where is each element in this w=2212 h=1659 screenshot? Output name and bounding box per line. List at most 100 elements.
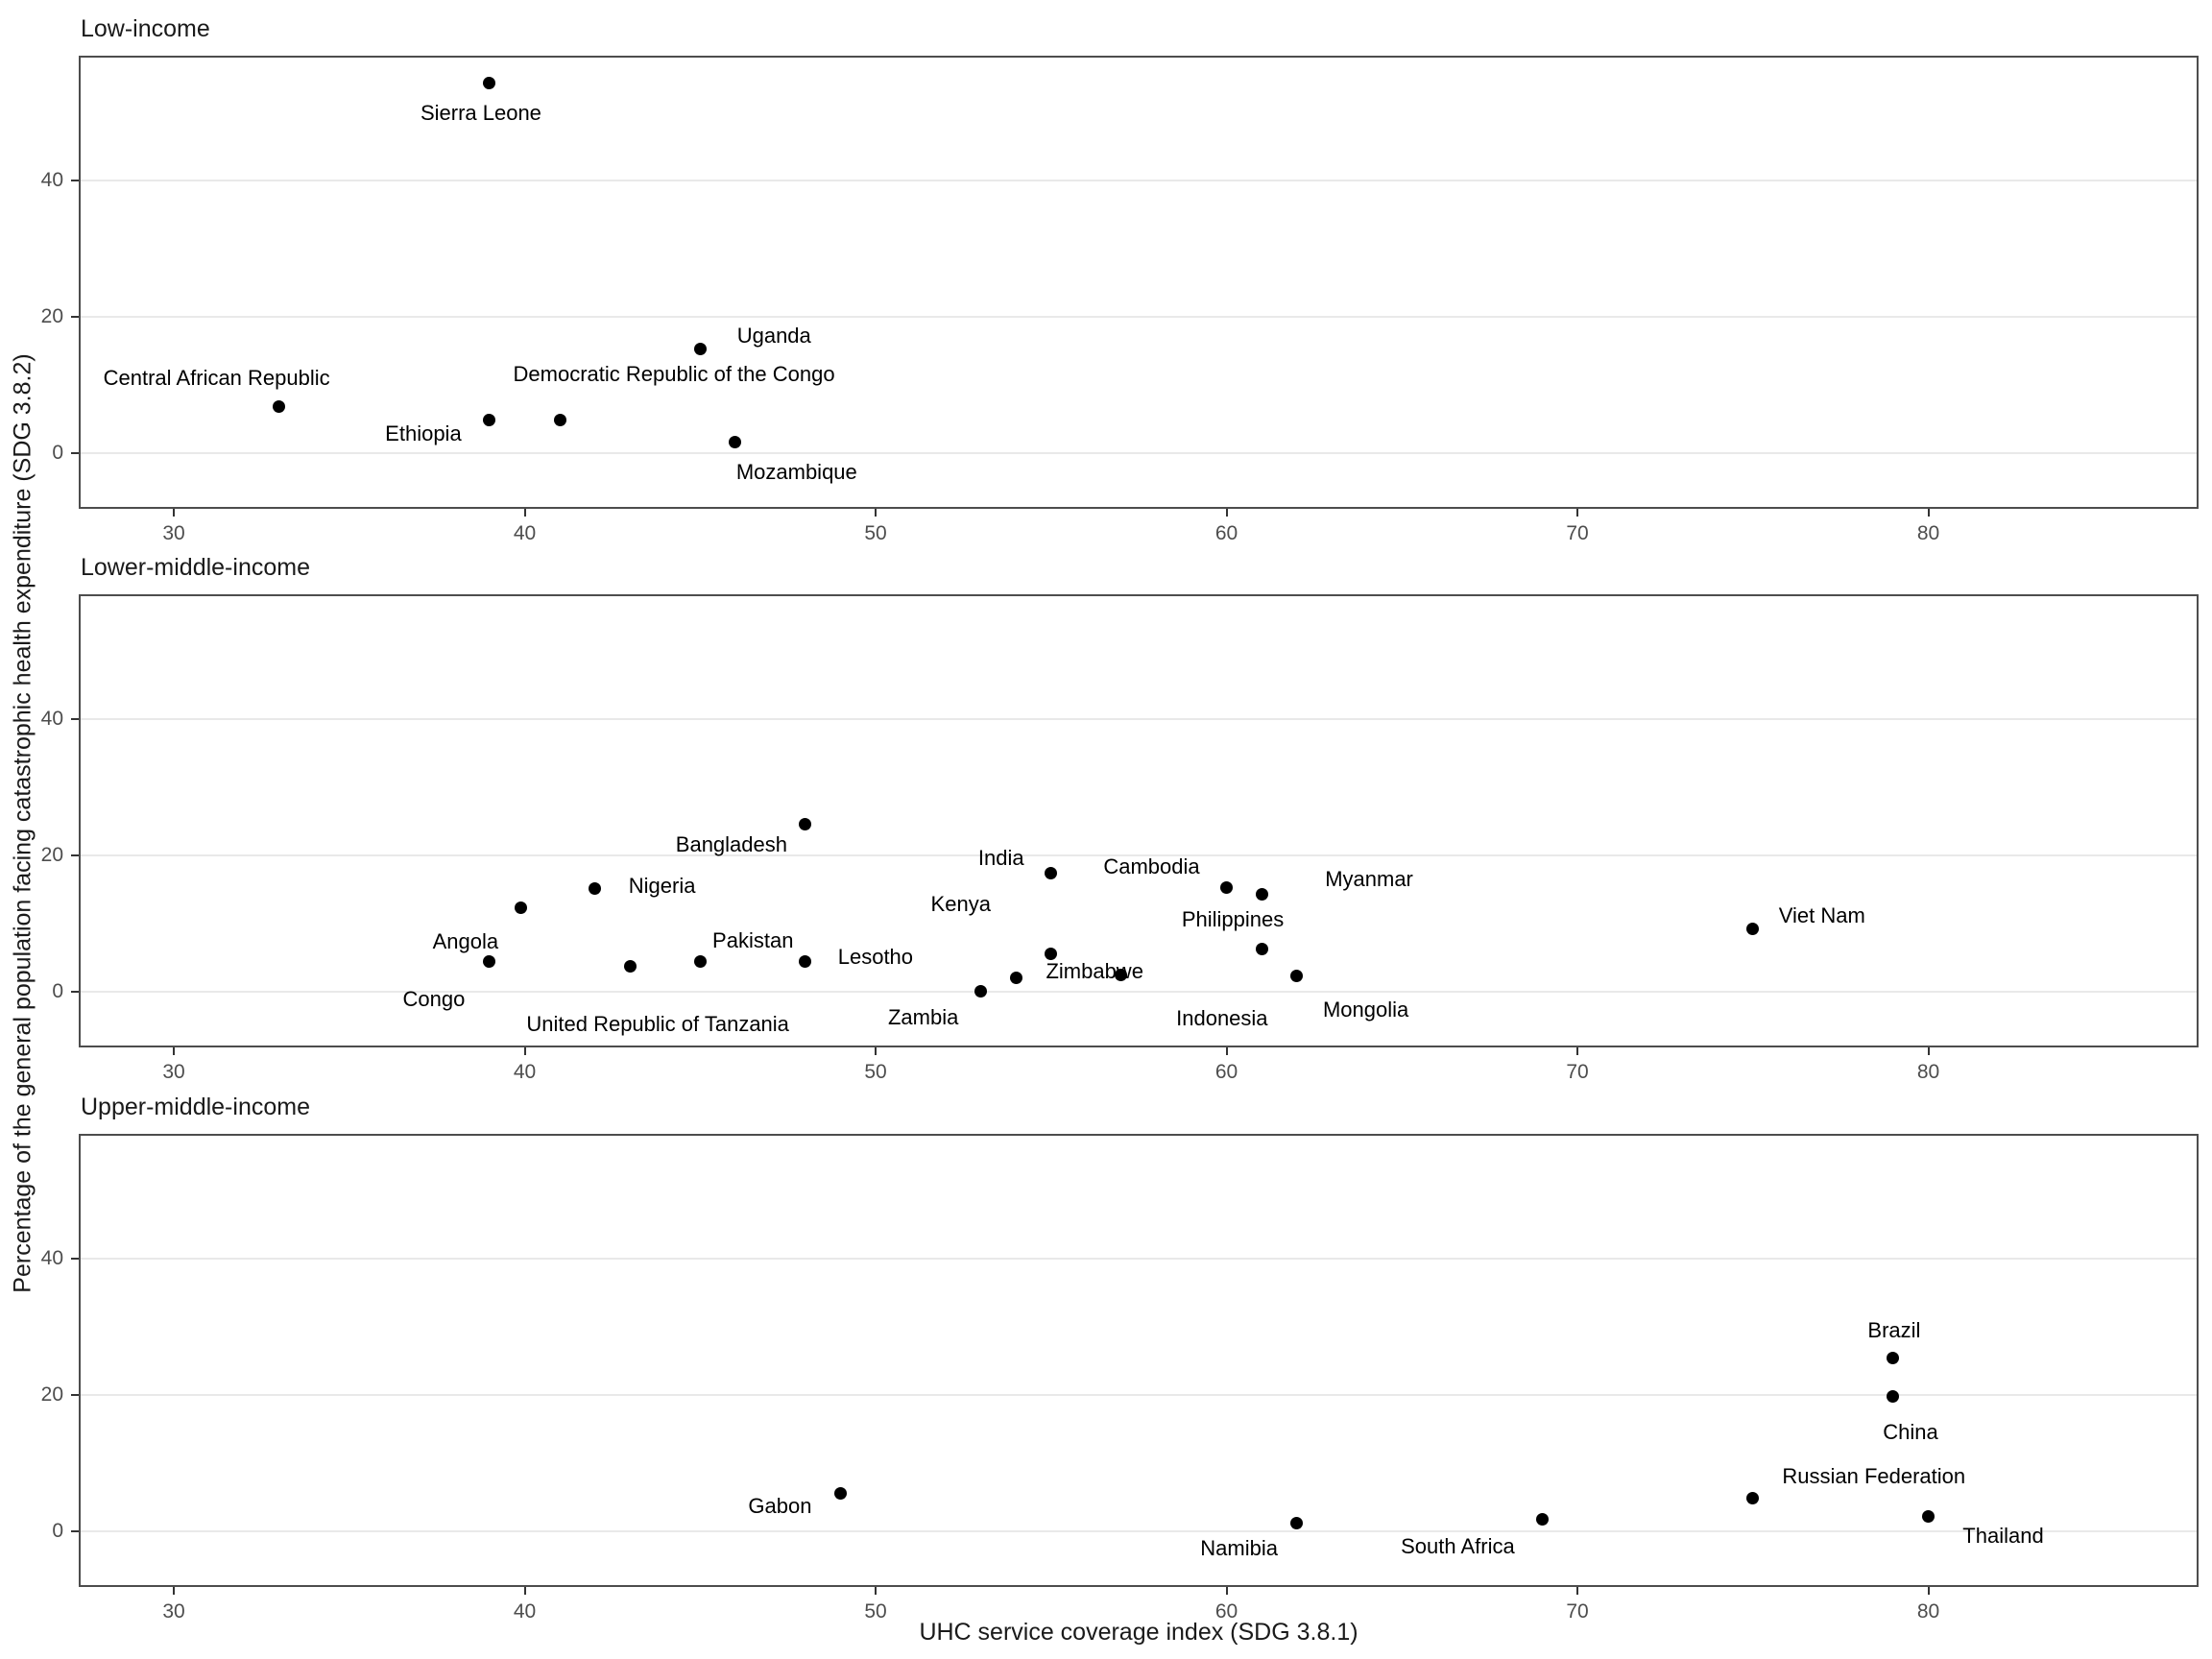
point-label: Mongolia (1322, 997, 1409, 1022)
x-tick-label-70: 70 (1566, 1061, 1589, 1083)
gridline-y-0 (81, 991, 2197, 993)
data-point (483, 77, 496, 90)
x-tick-mark-30 (173, 1587, 175, 1595)
x-tick-mark-50 (875, 1587, 877, 1595)
data-point (799, 955, 812, 969)
x-tick-mark-50 (875, 1047, 877, 1055)
y-tick-label-0: 0 (52, 442, 63, 464)
x-tick-mark-40 (523, 1587, 526, 1595)
y-tick-mark-0 (71, 1530, 79, 1532)
x-tick-mark-70 (1576, 509, 1578, 517)
x-tick-label-40: 40 (513, 1600, 537, 1623)
point-label: Mozambique (735, 459, 857, 484)
x-tick-label-30: 30 (162, 1061, 185, 1083)
gridline-y-0 (81, 452, 2197, 454)
point-label: Gabon (748, 1494, 812, 1519)
point-label: South Africa (1401, 1534, 1515, 1559)
data-point (833, 1486, 847, 1500)
y-tick-label-20: 20 (40, 304, 63, 327)
point-label: Sierra Leone (420, 100, 541, 125)
data-point (729, 436, 742, 449)
data-point (553, 413, 566, 426)
point-label: Pakistan (712, 927, 794, 952)
x-tick-mark-30 (173, 509, 175, 517)
x-tick-mark-50 (875, 509, 877, 517)
gridline-y-20 (81, 315, 2197, 318)
data-point (1009, 972, 1022, 985)
panel-lower-middle-income (79, 594, 2199, 1047)
data-point (799, 817, 812, 830)
x-tick-label-70: 70 (1566, 1600, 1589, 1623)
x-tick-mark-40 (523, 509, 526, 517)
data-point (1887, 1390, 1900, 1404)
point-label: Lesotho (837, 944, 914, 969)
x-tick-mark-70 (1576, 1587, 1578, 1595)
x-tick-label-60: 60 (1214, 1061, 1238, 1083)
point-label: Nigeria (628, 873, 696, 898)
point-label: Viet Nam (1778, 902, 1865, 927)
gridline-y-40 (81, 1257, 2197, 1260)
y-tick-mark-40 (71, 1257, 79, 1260)
x-tick-mark-60 (1225, 509, 1228, 517)
panel-low-income (79, 56, 2199, 509)
point-label: Zimbabwe (1046, 958, 1143, 983)
point-label: Brazil (1867, 1318, 1921, 1343)
data-point (1255, 943, 1268, 956)
data-point (974, 984, 988, 998)
x-tick-label-50: 50 (864, 1061, 887, 1083)
data-point (273, 400, 286, 414)
point-label: Uganda (736, 324, 811, 349)
gridline-y-40 (81, 179, 2197, 181)
point-label: Bangladesh (675, 832, 787, 857)
point-label: Philippines (1181, 906, 1285, 931)
point-label: Kenya (930, 891, 991, 916)
y-tick-label-40: 40 (40, 168, 63, 191)
y-tick-mark-20 (71, 854, 79, 856)
facet-title: Low-income (81, 15, 210, 42)
point-label: Central African Republic (103, 365, 330, 390)
data-point (589, 882, 602, 896)
x-tick-label-40: 40 (513, 522, 537, 544)
y-tick-label-0: 0 (52, 1520, 63, 1542)
y-tick-mark-40 (71, 179, 79, 181)
point-label: Democratic Republic of the Congo (513, 362, 835, 387)
y-tick-label-20: 20 (40, 1382, 63, 1406)
data-point (1045, 867, 1058, 880)
point-label: Russian Federation (1782, 1463, 1966, 1488)
data-point (1045, 948, 1058, 961)
x-tick-mark-60 (1225, 1587, 1228, 1595)
gridline-y-20 (81, 854, 2197, 856)
panel-upper-middle-income (79, 1134, 2199, 1587)
data-point (1746, 923, 1760, 936)
data-point (1922, 1509, 1935, 1523)
y-tick-label-20: 20 (40, 843, 63, 866)
x-tick-label-50: 50 (864, 522, 887, 544)
point-label: Indonesia (1176, 1006, 1268, 1031)
data-point (1290, 970, 1304, 983)
y-tick-label-0: 0 (52, 980, 63, 1002)
point-label: Thailand (1962, 1524, 2044, 1549)
x-axis-title: UHC service coverage index (SDG 3.8.1) (919, 1619, 1358, 1646)
point-label: Angola (432, 928, 499, 953)
point-label: India (977, 845, 1024, 870)
x-tick-mark-80 (1927, 509, 1930, 517)
x-tick-mark-70 (1576, 1047, 1578, 1055)
x-tick-label-50: 50 (864, 1600, 887, 1623)
y-tick-mark-40 (71, 717, 79, 720)
y-tick-mark-20 (71, 1393, 79, 1396)
gridline-y-20 (81, 1393, 2197, 1396)
gridline-y-0 (81, 1530, 2197, 1532)
data-point (623, 960, 637, 974)
y-tick-label-40: 40 (40, 707, 63, 730)
y-axis-title: Percentage of the general population fac… (9, 353, 36, 1293)
point-label: Ethiopia (385, 421, 462, 446)
y-tick-label-40: 40 (40, 1246, 63, 1269)
point-label: Cambodia (1103, 854, 1200, 878)
point-label: Zambia (887, 1005, 959, 1030)
facet-title: Lower-middle-income (81, 554, 310, 581)
data-point (1290, 1516, 1304, 1529)
data-point (1887, 1351, 1900, 1364)
x-tick-mark-30 (173, 1047, 175, 1055)
x-tick-label-60: 60 (1214, 1600, 1238, 1623)
